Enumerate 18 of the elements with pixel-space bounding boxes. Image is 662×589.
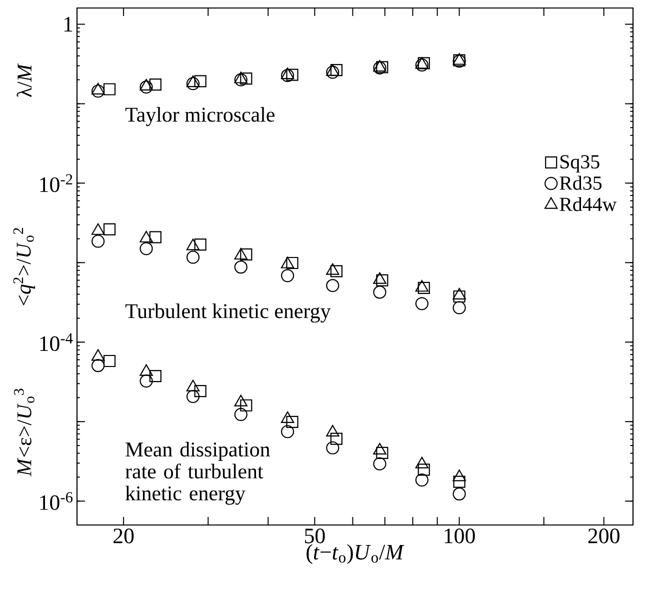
- text: <q$^{2}$>/U$_{o}$2: [13, 228, 36, 306]
- legend-label: Rd35: [560, 176, 602, 190]
- annotation: Mean dissipation rate of turbulent kinetic energy: [125, 442, 270, 505]
- y-tick-label: 10$^{-2}$: [40, 174, 72, 192]
- x-tick-label: 20: [114, 528, 134, 544]
- legend-label: Sq35: [560, 155, 600, 173]
- annotation: Turbulent kinetic energy: [125, 304, 331, 323]
- x-tick-label: 50: [305, 528, 325, 544]
- y-tick-label: 1: [64, 16, 72, 32]
- text: (t−t$_{o}$)U$_{o}$/M: [306, 544, 404, 564]
- annotation: Taylor microscale: [125, 107, 274, 126]
- y-tick-label: 10$^{-6}$: [40, 492, 73, 510]
- text: M<ε>/U$_{o}$3: [14, 388, 34, 476]
- x-tick-label: 200: [588, 528, 620, 544]
- legend-label: Rd44w: [560, 197, 617, 212]
- text: λ/M: [16, 63, 32, 98]
- x-tick-label: 100: [444, 528, 475, 544]
- y-tick-label: 10$^{-4}$: [40, 333, 73, 352]
